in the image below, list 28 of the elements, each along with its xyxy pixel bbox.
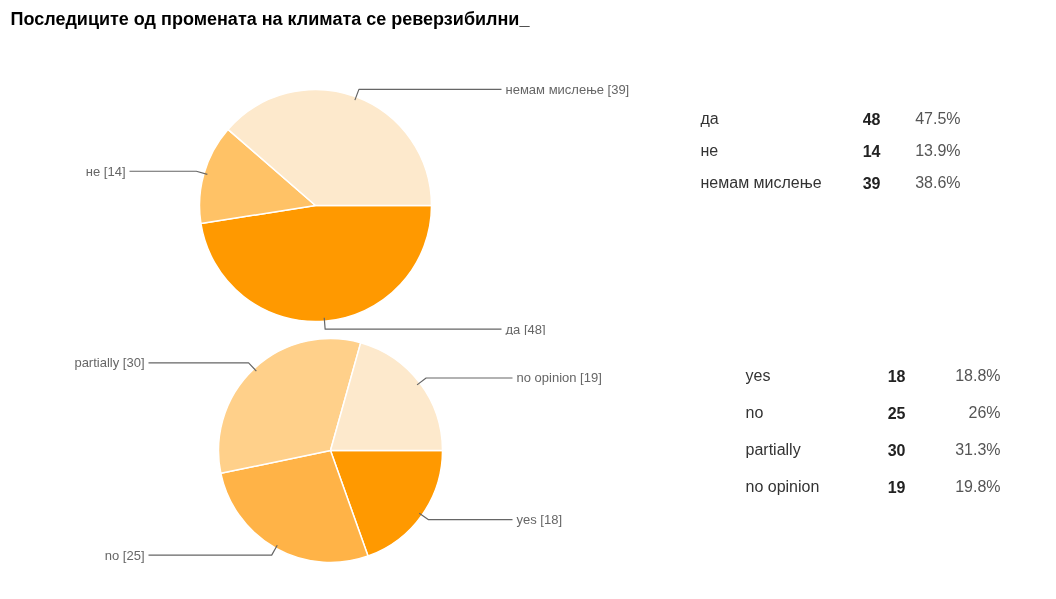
- text: 38.6%: [915, 174, 961, 191]
- text: 30: [887, 441, 906, 459]
- text: 39: [862, 174, 881, 192]
- slice-label: no opinion [19]: [516, 370, 602, 386]
- text: 48: [862, 110, 881, 128]
- text: partially: [745, 441, 801, 458]
- text: немам мислење: [700, 174, 822, 191]
- text: yes: [745, 367, 771, 384]
- text: 19.8%: [955, 478, 1001, 495]
- text: no: [745, 404, 764, 421]
- text: 14: [862, 142, 881, 160]
- chart-title: Последиците од промената на климата се реверзибилни_: [10, 8, 531, 29]
- slice-label: немам мислење [39]: [505, 81, 630, 97]
- slice-label: yes [18]: [516, 512, 563, 528]
- text: no opinion: [745, 478, 820, 495]
- text: да: [700, 110, 719, 127]
- text: 13.9%: [915, 142, 961, 159]
- text: 19: [887, 478, 906, 496]
- slice-label: не [14]: [85, 163, 126, 179]
- slice-label: partially [30]: [74, 355, 145, 371]
- text: 47.5%: [915, 110, 961, 127]
- slice-label: no [25]: [104, 547, 145, 563]
- text: 26%: [968, 404, 1001, 421]
- text: не: [700, 142, 719, 159]
- text: 31.3%: [955, 441, 1001, 458]
- text: 18: [887, 367, 906, 385]
- text: 18.8%: [955, 367, 1001, 384]
- text: 25: [887, 404, 906, 422]
